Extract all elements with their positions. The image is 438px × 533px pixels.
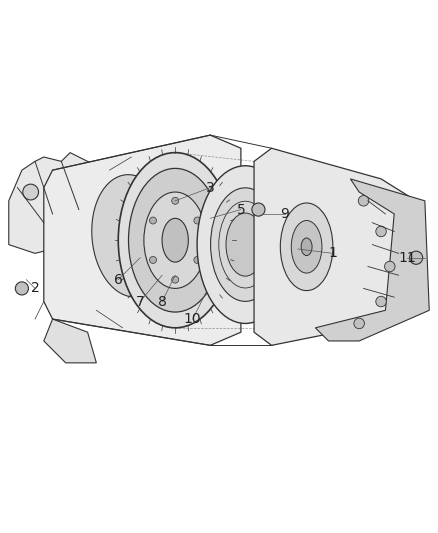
Ellipse shape xyxy=(162,219,188,262)
Circle shape xyxy=(385,261,395,272)
Circle shape xyxy=(172,276,179,283)
Ellipse shape xyxy=(301,238,312,255)
Text: 8: 8 xyxy=(158,295,166,309)
Ellipse shape xyxy=(197,166,293,324)
Ellipse shape xyxy=(92,175,171,297)
Polygon shape xyxy=(315,179,429,341)
Text: 11: 11 xyxy=(399,251,416,265)
Text: 10: 10 xyxy=(184,312,201,326)
Circle shape xyxy=(149,217,156,224)
Ellipse shape xyxy=(118,152,232,328)
Circle shape xyxy=(172,197,179,204)
Ellipse shape xyxy=(131,197,158,231)
Circle shape xyxy=(194,256,201,263)
Circle shape xyxy=(194,217,201,224)
Ellipse shape xyxy=(128,168,222,312)
Polygon shape xyxy=(44,135,241,345)
Ellipse shape xyxy=(211,188,280,301)
Circle shape xyxy=(410,251,423,264)
Circle shape xyxy=(252,203,265,216)
Circle shape xyxy=(15,282,28,295)
Polygon shape xyxy=(44,319,96,363)
Ellipse shape xyxy=(280,203,333,290)
Circle shape xyxy=(358,196,369,206)
Text: 2: 2 xyxy=(31,281,39,295)
Text: 3: 3 xyxy=(206,181,215,195)
Ellipse shape xyxy=(144,192,207,288)
Ellipse shape xyxy=(291,221,322,273)
Circle shape xyxy=(23,184,39,200)
Ellipse shape xyxy=(226,213,265,276)
Circle shape xyxy=(376,296,386,307)
Text: 6: 6 xyxy=(114,273,123,287)
Text: 9: 9 xyxy=(280,207,289,221)
Polygon shape xyxy=(9,152,110,253)
Polygon shape xyxy=(254,148,416,345)
Circle shape xyxy=(149,256,156,263)
Text: 7: 7 xyxy=(136,295,145,309)
Circle shape xyxy=(354,318,364,329)
Circle shape xyxy=(376,226,386,237)
Text: 5: 5 xyxy=(237,203,245,216)
Text: 1: 1 xyxy=(328,246,337,260)
